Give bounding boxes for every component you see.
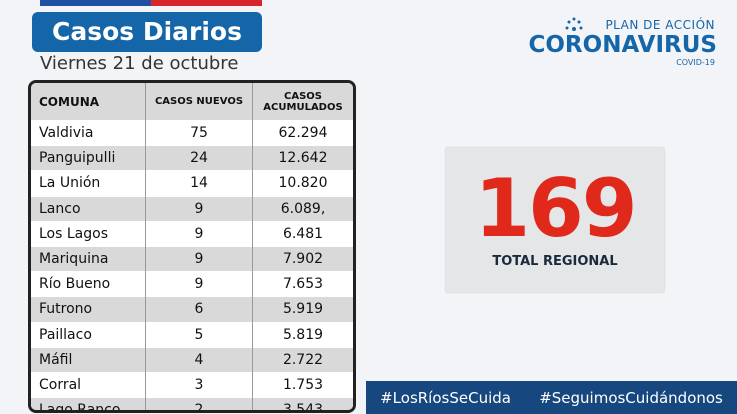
cell-nuevos: 9	[145, 195, 253, 222]
table-row: Panguipulli 24 12.642	[31, 145, 353, 171]
date-label: Viernes 21 de octubre	[40, 53, 239, 74]
logo-name-text: CORONAVIRUS	[528, 32, 718, 58]
table-row: Máfil 4 2.722	[31, 346, 353, 373]
cases-table: COMUNA CASOS NUEVOS CASOS ACUMULADOS Val…	[28, 80, 356, 413]
table-row: Mariquina 9 7.902	[31, 245, 353, 272]
table-row: Futrono 6 5.919	[31, 296, 353, 322]
cell-comuna: Río Bueno	[31, 271, 146, 297]
cell-acumulados: 7.653	[252, 271, 353, 297]
table-row: La Unión 14 10.820	[31, 170, 353, 197]
cell-comuna: Máfil	[31, 346, 146, 373]
cell-comuna: Valdivia	[31, 119, 146, 146]
table-row: Paillaco 5 5.819	[31, 321, 353, 348]
cell-comuna: La Unión	[31, 170, 146, 197]
cell-comuna: Paillaco	[31, 321, 146, 348]
cell-acumulados: 5.919	[252, 296, 353, 322]
flag-red	[151, 0, 262, 6]
cell-acumulados: 3.543	[252, 397, 353, 410]
header-comuna: COMUNA	[31, 83, 146, 121]
dots-seal-icon	[565, 17, 583, 31]
cell-comuna: Corral	[31, 371, 146, 398]
total-regional-card: 169 TOTAL REGIONAL	[446, 148, 664, 292]
logo-sub-text: COVID-19	[676, 58, 715, 67]
cell-acumulados: 7.902	[252, 245, 353, 272]
header-casos-nuevos: CASOS NUEVOS	[145, 83, 253, 121]
cell-nuevos: 4	[145, 346, 253, 373]
coronavirus-logo: PLAN DE ACCIÓN CORONAVIRUS COVID-19	[527, 17, 718, 78]
cell-acumulados: 10.820	[252, 170, 353, 197]
table-row: Lago Ranco 2 3.543	[31, 397, 353, 410]
cell-comuna: Panguipulli	[31, 145, 146, 171]
cell-comuna: Los Lagos	[31, 220, 146, 247]
table-header-row: COMUNA CASOS NUEVOS CASOS ACUMULADOS	[31, 83, 353, 121]
table-row: Río Bueno 9 7.653	[31, 271, 353, 297]
flag-stripe	[40, 0, 262, 6]
table-row: Corral 3 1.753	[31, 371, 353, 398]
cell-nuevos: 2	[145, 397, 253, 410]
flag-blue	[40, 0, 151, 6]
header-casos-acumulados: CASOS ACUMULADOS	[252, 83, 353, 121]
cell-acumulados: 1.753	[252, 371, 353, 398]
cell-acumulados: 5.819	[252, 321, 353, 348]
cell-nuevos: 9	[145, 220, 253, 247]
cell-nuevos: 5	[145, 321, 253, 348]
table-row: Valdivia 75 62.294	[31, 119, 353, 146]
cell-nuevos: 9	[145, 271, 253, 297]
total-label: TOTAL REGIONAL	[492, 254, 618, 269]
cell-acumulados: 2.722	[252, 346, 353, 373]
cell-acumulados: 6.089,	[252, 195, 353, 222]
hashtag-los-rios: #LosRíosSeCuida	[380, 388, 511, 407]
cell-nuevos: 24	[145, 145, 253, 171]
cell-comuna: Lanco	[31, 195, 146, 222]
cell-comuna: Futrono	[31, 296, 146, 322]
cell-nuevos: 3	[145, 371, 253, 398]
page-title: Casos Diarios	[32, 12, 262, 52]
cell-acumulados: 62.294	[252, 119, 353, 146]
cell-nuevos: 6	[145, 296, 253, 322]
cell-acumulados: 6.481	[252, 220, 353, 247]
table-row: Lanco 9 6.089,	[31, 195, 353, 222]
total-value: 169	[474, 162, 638, 255]
cell-nuevos: 9	[145, 245, 253, 272]
cell-comuna: Mariquina	[31, 245, 146, 272]
cell-acumulados: 12.642	[252, 145, 353, 171]
table-row: Los Lagos 9 6.481	[31, 220, 353, 247]
hashtag-bar: #LosRíosSeCuida #SeguimosCuidándonos	[366, 381, 737, 414]
logo-plan-text: PLAN DE ACCIÓN	[605, 18, 715, 32]
hashtag-seguimos: #SeguimosCuidándonos	[539, 388, 723, 407]
cell-comuna: Lago Ranco	[31, 397, 146, 410]
cell-nuevos: 14	[145, 170, 253, 197]
cell-nuevos: 75	[145, 119, 253, 146]
